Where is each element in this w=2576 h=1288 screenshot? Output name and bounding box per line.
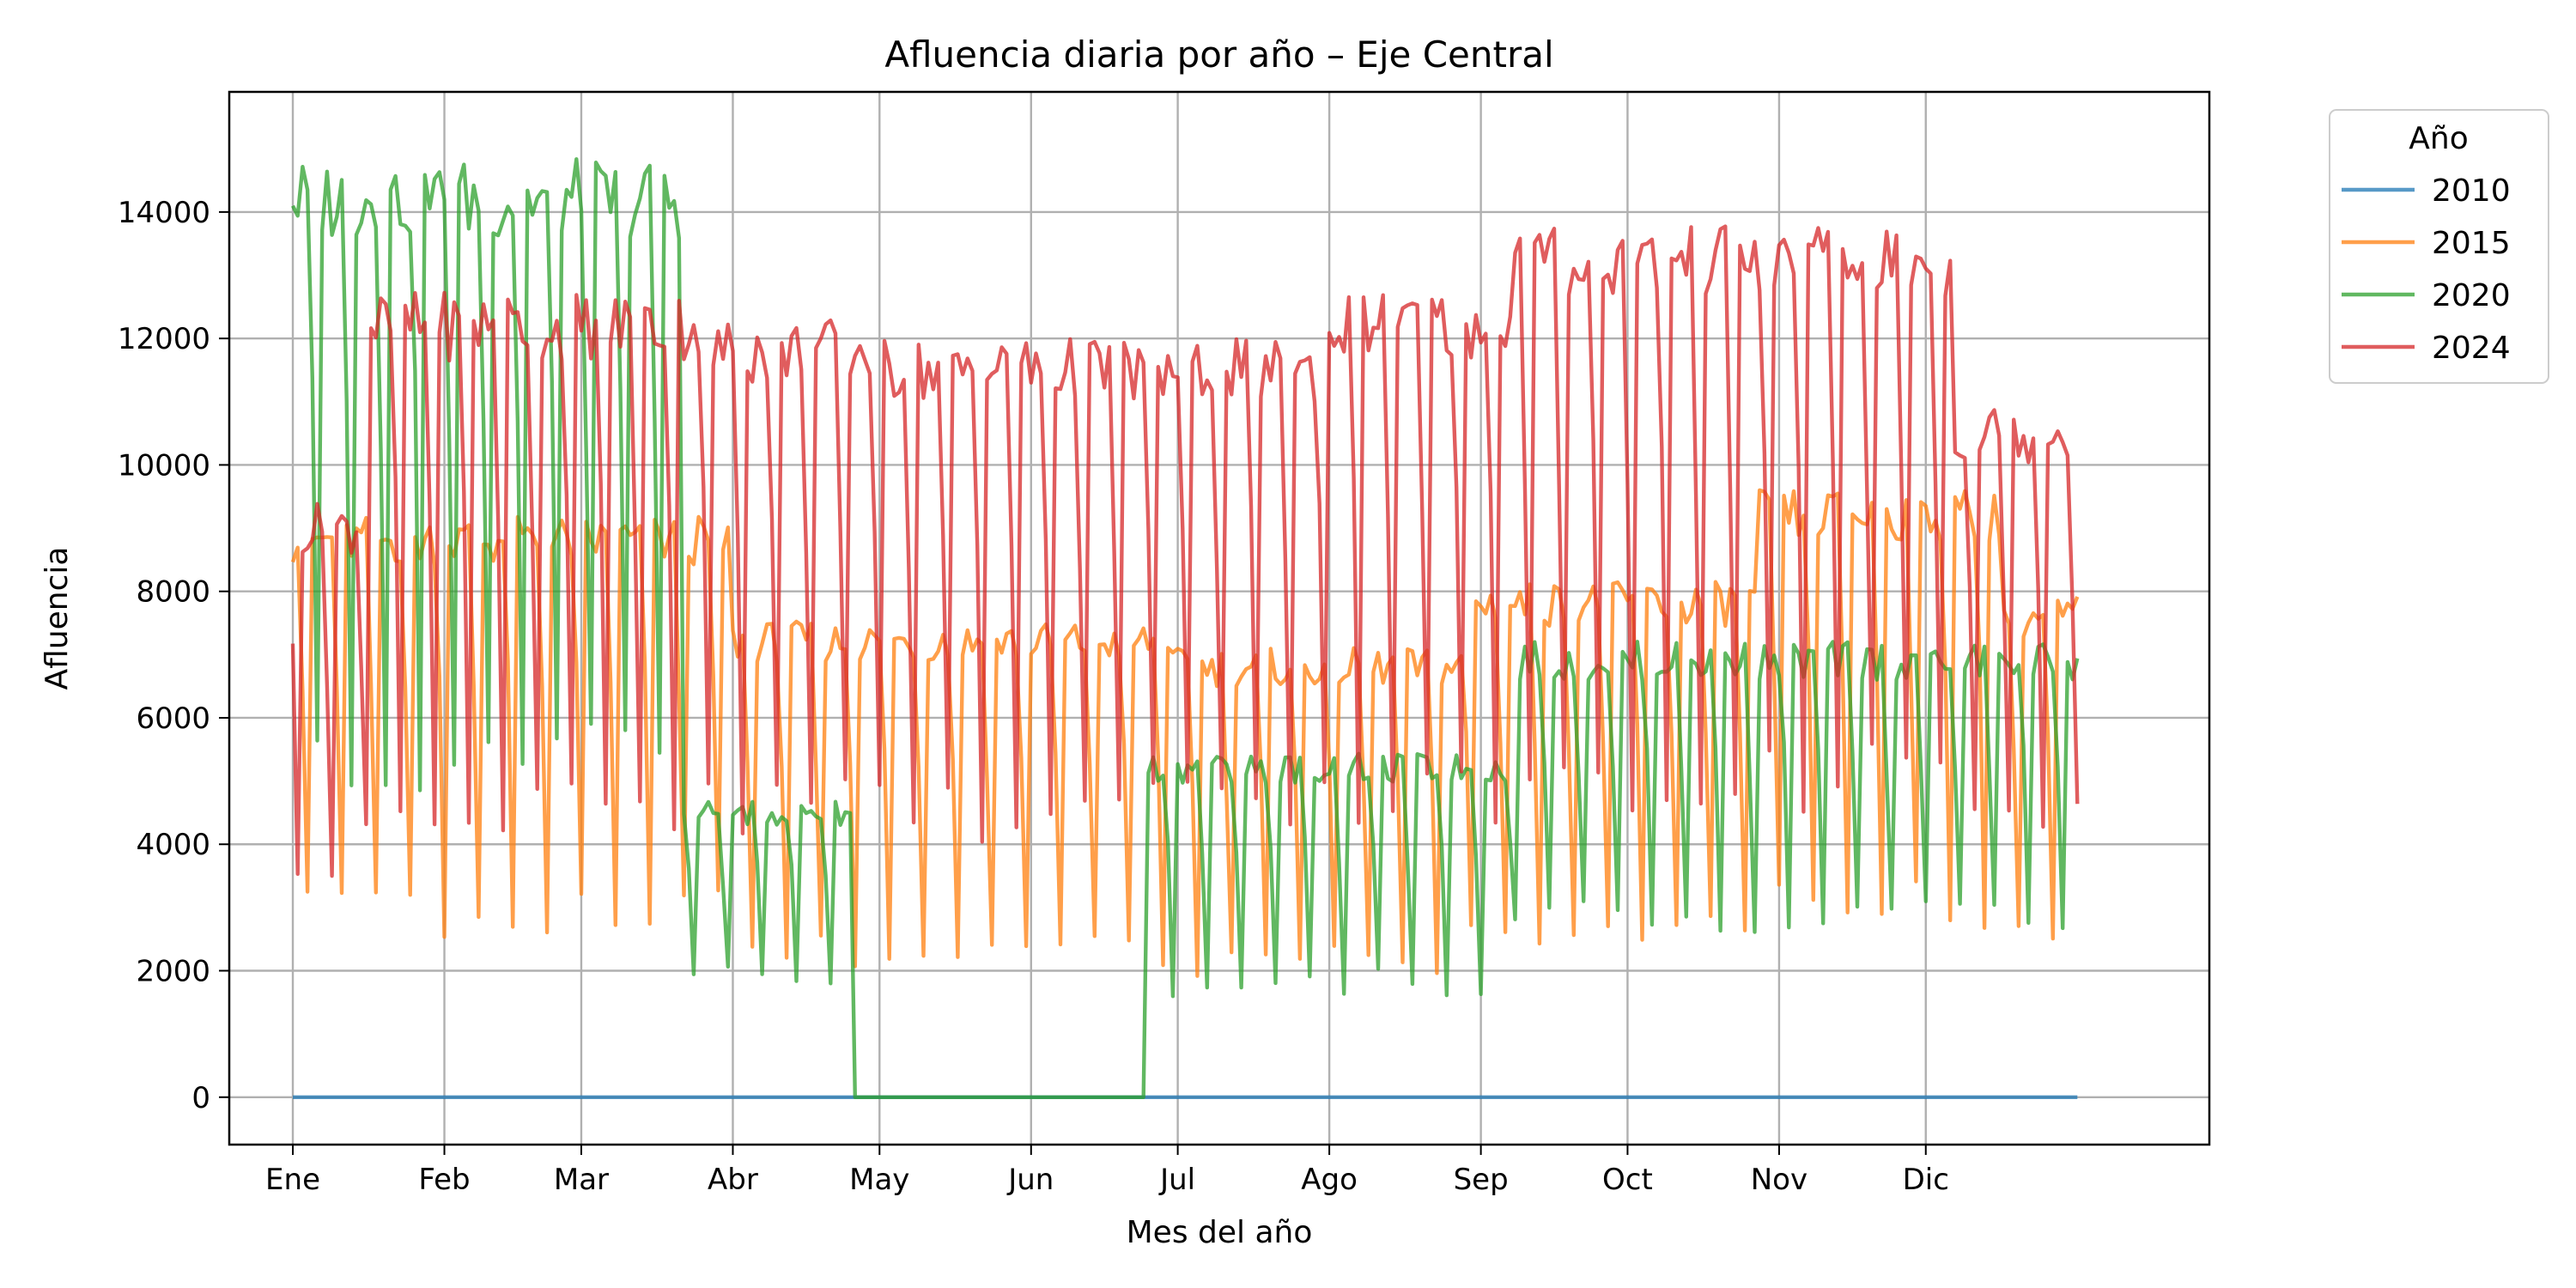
x-tick-label: Mar [554, 1163, 609, 1197]
x-tick-label: Jul [1158, 1163, 1195, 1197]
legend: Año 2010 2015 2020 2024 [2329, 109, 2549, 384]
series-line-2020 [291, 157, 2080, 1100]
legend-label-2015: 2015 [2432, 226, 2511, 261]
y-axis-title: Afluencia [39, 547, 75, 690]
x-tick-label: Sep [1454, 1163, 1509, 1197]
y-tick-label: 4000 [136, 828, 210, 862]
x-tick-label: Dic [1903, 1163, 1949, 1197]
legend-label-2010: 2010 [2432, 173, 2511, 209]
legend-label-2024: 2024 [2432, 331, 2511, 366]
y-tick-label: 6000 [136, 702, 210, 736]
y-tick-label: 2000 [136, 955, 210, 989]
legend-title: Año [2409, 121, 2468, 156]
series-lines [290, 157, 2080, 1100]
chart-title: Afluencia diaria por año – Eje Central [884, 33, 1553, 76]
x-tick-label: Ene [265, 1163, 320, 1197]
y-tick-label: 0 [191, 1081, 210, 1115]
x-tick-label: Nov [1751, 1163, 1807, 1197]
x-tick-label: May [849, 1163, 909, 1197]
x-axis-title: Mes del año [1127, 1215, 1313, 1250]
x-tick-label: Feb [418, 1163, 470, 1197]
x-tick-label: Jun [1006, 1163, 1054, 1197]
x-tick-label: Ago [1301, 1163, 1358, 1197]
legend-items: 2010 2015 2020 2024 [2342, 173, 2511, 366]
legend-box [2329, 109, 2549, 384]
legend-label-2020: 2020 [2432, 278, 2511, 313]
x-tick-label: Abr [708, 1163, 758, 1197]
y-tick-label: 8000 [136, 575, 210, 610]
y-tick-label: 14000 [118, 196, 210, 230]
x-tick-label: Oct [1602, 1163, 1653, 1197]
series-line-2024 [290, 224, 2080, 878]
y-tick-label: 10000 [118, 448, 210, 483]
plot-frame [228, 90, 2211, 1146]
y-tick-label: 12000 [118, 322, 210, 356]
axis-ticks: Ene Feb Mar Abr May Jun Jul Ago Sep Oct Nov Dic 0 200… [118, 196, 1949, 1197]
